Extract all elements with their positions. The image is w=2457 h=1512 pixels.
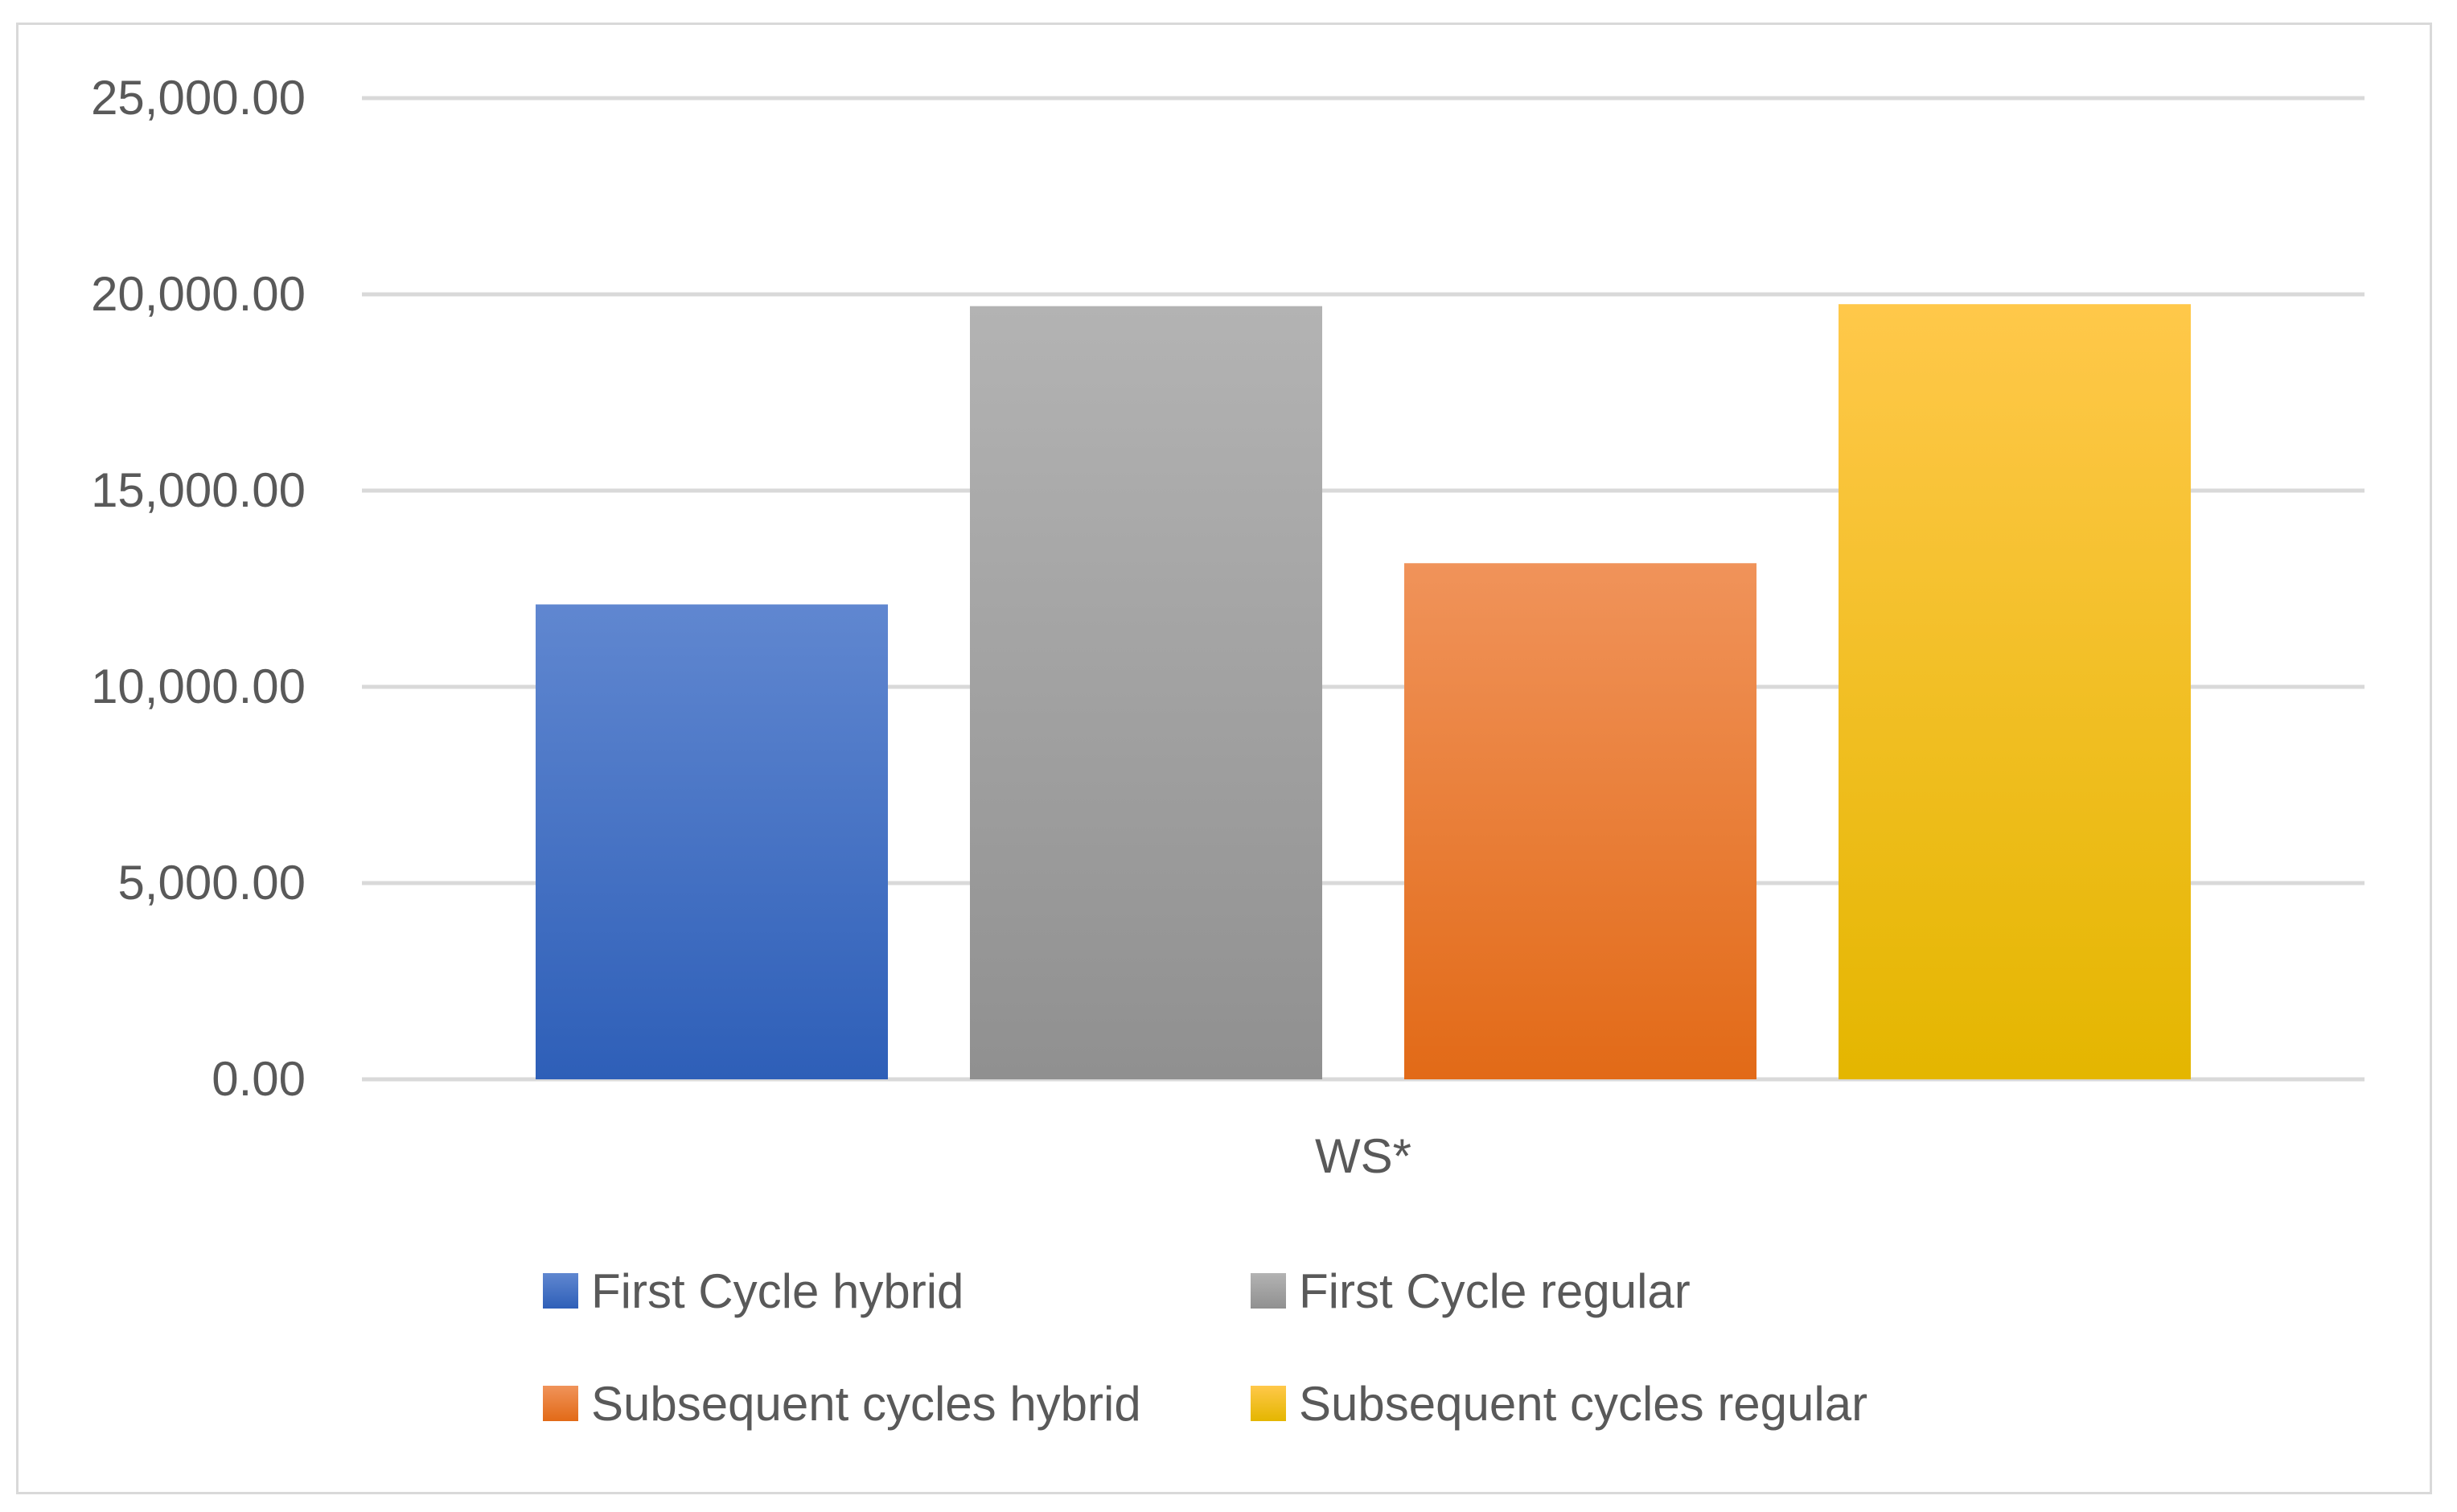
y-tick-label: 15,000.00 (91, 463, 306, 517)
bars (536, 304, 2191, 1079)
legend-item: First Cycle regular (1251, 1264, 1691, 1318)
y-axis-tick-labels: 0.00 5,000.00 10,000.00 15,000.00 20,000.00 2… (91, 71, 306, 1106)
legend-swatch (543, 1386, 578, 1421)
y-tick-label: 5,000.00 (117, 856, 306, 910)
bar-subsequent-cycles-regular (1839, 304, 2191, 1079)
legend-swatch (1251, 1386, 1286, 1421)
bar-first-cycle-hybrid (536, 604, 888, 1079)
legend-swatch (1251, 1273, 1286, 1309)
legend-label: First Cycle hybrid (591, 1264, 963, 1318)
legend-label: First Cycle regular (1299, 1264, 1691, 1318)
x-axis-category-labels: WS* (1315, 1129, 1411, 1183)
y-tick-label: 10,000.00 (91, 659, 306, 713)
x-category-label: WS* (1315, 1129, 1411, 1183)
bar-subsequent-cycles-hybrid (1404, 563, 1756, 1079)
legend-label: Subsequent cycles regular (1299, 1377, 1867, 1431)
y-tick-label: 0.00 (212, 1052, 306, 1106)
y-tick-label: 20,000.00 (91, 267, 306, 321)
legend-item: First Cycle hybrid (543, 1264, 963, 1318)
bar-first-cycle-regular (970, 306, 1322, 1079)
legend-label: Subsequent cycles hybrid (591, 1377, 1141, 1431)
y-tick-label: 25,000.00 (91, 71, 306, 125)
legend-item: Subsequent cycles regular (1251, 1377, 1867, 1431)
legend-swatch (543, 1273, 578, 1309)
legend-item: Subsequent cycles hybrid (543, 1377, 1141, 1431)
legend: First Cycle hybrid First Cycle regular Sub… (543, 1264, 1867, 1431)
